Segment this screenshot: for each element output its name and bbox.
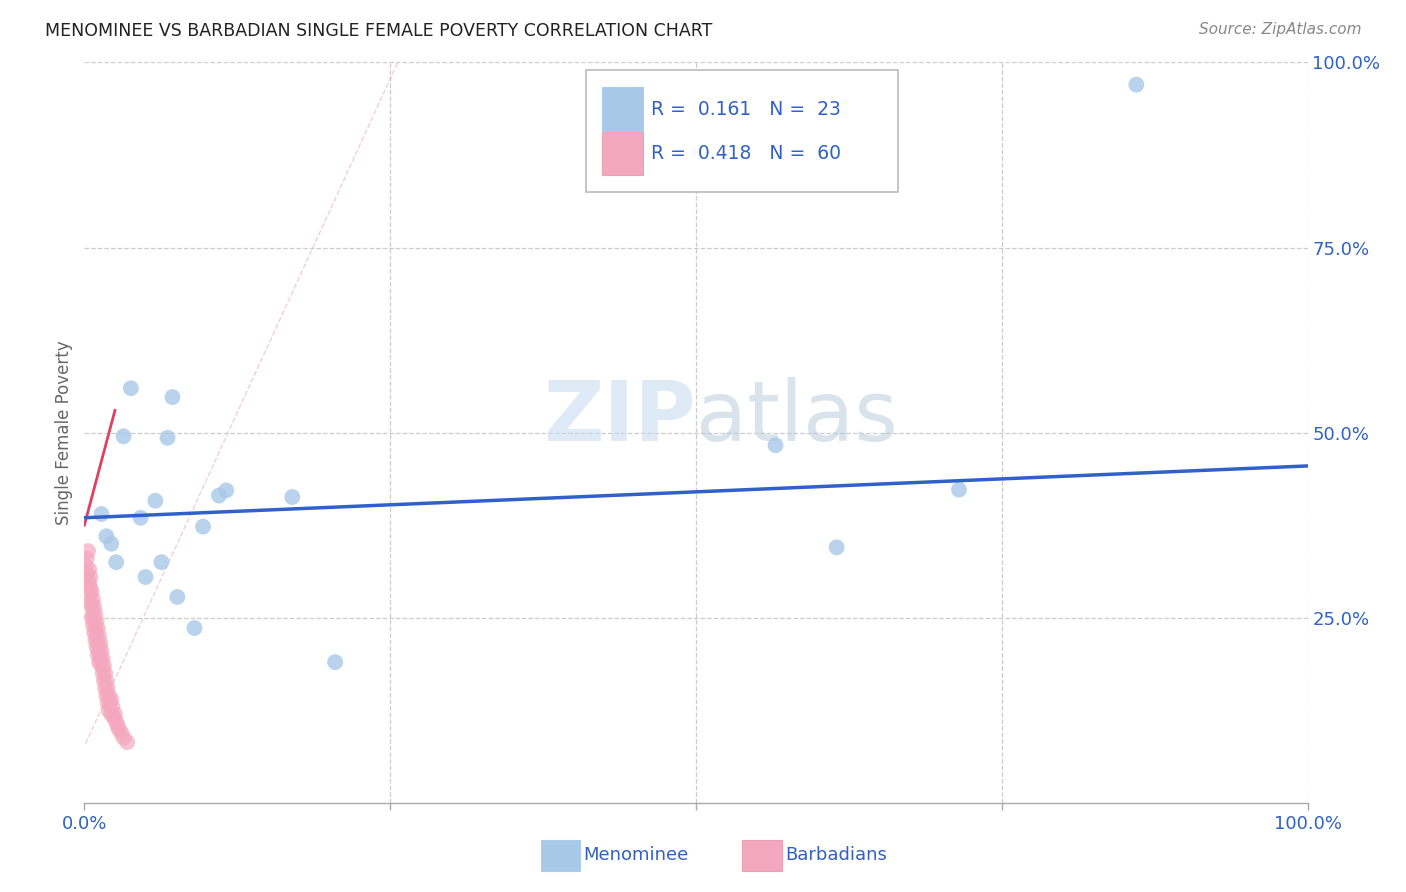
- Point: [91, 666, 114, 681]
- Text: R =  0.418   N =  60: R = 0.418 N = 60: [651, 144, 841, 163]
- Point: [83, 599, 105, 614]
- Point: [93, 658, 115, 673]
- Text: Barbadians: Barbadians: [786, 847, 887, 864]
- Text: Menominee: Menominee: [583, 847, 689, 864]
- Point: [79, 570, 101, 584]
- Text: ZIP: ZIP: [544, 377, 696, 458]
- FancyBboxPatch shape: [602, 132, 644, 176]
- Point: [90, 644, 112, 658]
- Point: [97, 696, 120, 710]
- Text: atlas: atlas: [696, 377, 897, 458]
- Point: [135, 570, 157, 584]
- Point: [87, 629, 110, 643]
- Text: R =  0.161   N =  23: R = 0.161 N = 23: [651, 100, 841, 119]
- Point: [90, 507, 112, 521]
- Point: [98, 696, 121, 710]
- Point: [96, 673, 118, 688]
- Point: [86, 615, 108, 629]
- Point: [80, 610, 103, 624]
- Text: MENOMINEE VS BARBADIAN SINGLE FEMALE POVERTY CORRELATION CHART: MENOMINEE VS BARBADIAN SINGLE FEMALE POV…: [45, 22, 713, 40]
- Point: [323, 655, 346, 669]
- Point: [191, 519, 214, 533]
- FancyBboxPatch shape: [541, 840, 579, 871]
- Point: [105, 718, 128, 732]
- Point: [107, 722, 129, 736]
- Point: [89, 651, 111, 665]
- Point: [84, 632, 107, 647]
- Text: Source: ZipAtlas.com: Source: ZipAtlas.com: [1198, 22, 1361, 37]
- Point: [129, 510, 152, 524]
- Point: [103, 711, 125, 725]
- Point: [75, 558, 97, 573]
- Point: [101, 699, 124, 714]
- Point: [110, 725, 132, 739]
- Point: [77, 589, 100, 603]
- Point: [77, 574, 100, 588]
- Point: [97, 681, 120, 695]
- Point: [82, 592, 104, 607]
- Point: [100, 692, 122, 706]
- Point: [93, 673, 115, 688]
- Point: [76, 551, 98, 566]
- Point: [77, 577, 100, 591]
- Point: [83, 615, 105, 629]
- Point: [948, 483, 970, 497]
- Point: [77, 563, 100, 577]
- Point: [90, 658, 112, 673]
- Point: [97, 689, 120, 703]
- Point: [87, 644, 110, 658]
- Point: [112, 429, 135, 443]
- Point: [183, 621, 205, 635]
- Point: [76, 566, 98, 581]
- Point: [143, 493, 166, 508]
- Point: [1125, 78, 1147, 92]
- Point: [150, 555, 173, 569]
- Point: [104, 706, 127, 721]
- Point: [825, 541, 848, 555]
- Point: [765, 438, 787, 452]
- Point: [89, 637, 111, 651]
- Point: [162, 390, 184, 404]
- Point: [208, 489, 231, 503]
- Point: [82, 607, 104, 621]
- Point: [94, 681, 117, 695]
- Point: [84, 607, 107, 621]
- Point: [91, 651, 114, 665]
- Point: [83, 625, 105, 640]
- Point: [87, 648, 110, 662]
- Point: [100, 706, 122, 721]
- Point: [105, 555, 128, 569]
- Point: [77, 544, 100, 558]
- Y-axis label: Single Female Poverty: Single Female Poverty: [55, 341, 73, 524]
- Point: [120, 381, 142, 395]
- Point: [87, 655, 110, 669]
- Point: [96, 529, 118, 543]
- Point: [86, 629, 108, 643]
- Point: [281, 490, 304, 504]
- FancyBboxPatch shape: [602, 87, 644, 131]
- Point: [96, 689, 118, 703]
- Point: [79, 596, 101, 610]
- Point: [87, 637, 110, 651]
- Point: [94, 666, 117, 681]
- Point: [105, 714, 128, 729]
- Point: [80, 599, 103, 614]
- Point: [86, 640, 108, 655]
- Point: [112, 731, 135, 745]
- Point: [82, 618, 104, 632]
- Point: [156, 431, 179, 445]
- Point: [79, 581, 101, 595]
- Point: [87, 622, 110, 636]
- FancyBboxPatch shape: [586, 70, 898, 192]
- Point: [115, 735, 138, 749]
- Point: [215, 483, 238, 498]
- Point: [166, 590, 188, 604]
- Point: [80, 584, 103, 599]
- FancyBboxPatch shape: [742, 840, 782, 871]
- Point: [97, 703, 120, 717]
- Point: [84, 622, 107, 636]
- Point: [100, 536, 122, 550]
